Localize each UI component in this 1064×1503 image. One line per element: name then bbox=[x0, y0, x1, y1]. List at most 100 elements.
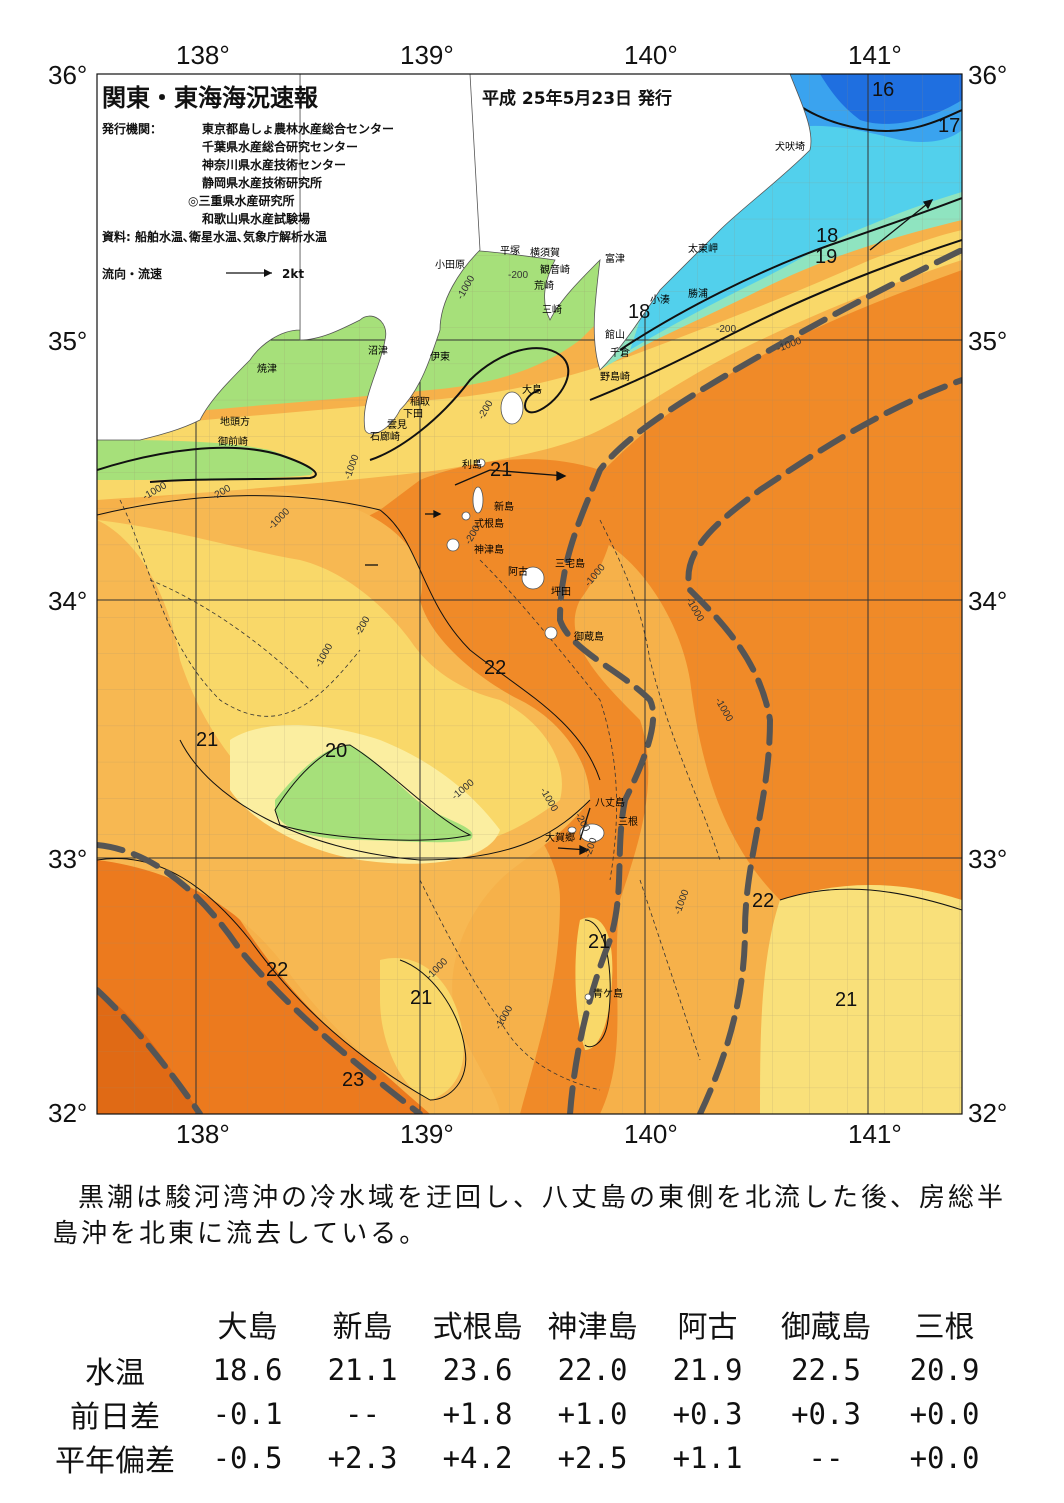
table-cell: -0.1 bbox=[212, 1397, 283, 1431]
land-oshima bbox=[500, 391, 524, 425]
place-label: 焼津 bbox=[257, 363, 277, 375]
column-header: 三根 bbox=[914, 1310, 975, 1345]
table-cell: +1.8 bbox=[442, 1397, 513, 1431]
map-header: 関東・東海海況速報 平成 25年5月23日 発行 発行機関： 東京都島しょ農林水… bbox=[101, 84, 672, 281]
place-label: 館山 bbox=[605, 328, 625, 341]
table-cell: 22.0 bbox=[557, 1353, 628, 1387]
place-label: 野島崎 bbox=[600, 370, 630, 383]
publisher-item: 神奈川県水産技術センター bbox=[202, 157, 346, 172]
column-header: 神津島 bbox=[547, 1310, 638, 1345]
table-cell: +0.0 bbox=[909, 1441, 980, 1475]
land-shikinejima bbox=[461, 511, 471, 521]
place-label: 御前崎 bbox=[218, 435, 248, 448]
publisher-item: 千葉県水産総合研究センター bbox=[202, 139, 358, 154]
table-header-row: 大島 新島 式根島 神津島 阿古 御蔵島 三根 bbox=[40, 1300, 1002, 1348]
data-source: 資料: 船舶水温､衛星水温､気象庁解析水温 bbox=[102, 229, 327, 244]
isotherm-label: 23 bbox=[342, 1069, 364, 1091]
isotherm-label: 17 bbox=[938, 115, 960, 137]
place-label: 式根島 bbox=[474, 517, 504, 530]
place-label: 青ケ島 bbox=[593, 987, 623, 1000]
table-cell: -- bbox=[345, 1397, 380, 1431]
depth-contours bbox=[119, 499, 721, 1091]
column-header: 式根島 bbox=[432, 1310, 523, 1345]
isotherm-label: 21 bbox=[196, 729, 218, 751]
lon-label-bottom: 141° bbox=[848, 1119, 902, 1149]
isotherm-label: 22 bbox=[484, 657, 506, 679]
place-label: 大島 bbox=[522, 383, 542, 396]
column-header: 大島 bbox=[217, 1310, 278, 1345]
land-hachijojima bbox=[579, 823, 605, 843]
place-label: 千倉 bbox=[610, 346, 630, 359]
place-label: 新島 bbox=[494, 500, 514, 513]
publisher-item: 静岡県水産技術研究所 bbox=[202, 175, 322, 190]
lon-label-bottom: 138° bbox=[176, 1119, 230, 1149]
table-cell: +2.5 bbox=[557, 1441, 628, 1475]
lat-label-left: 36° bbox=[48, 60, 87, 90]
land-mikurajima bbox=[544, 626, 558, 640]
table-cell: 23.6 bbox=[442, 1353, 513, 1387]
table-cell: 20.9 bbox=[909, 1353, 980, 1387]
publisher-label: 発行機関： bbox=[101, 121, 162, 136]
place-label: 雲見 bbox=[387, 419, 407, 431]
place-label: 太東岬 bbox=[688, 242, 718, 255]
current-legend-arrow bbox=[226, 269, 272, 277]
summary-text: 黒潮は駿河湾沖の冷水域を迂回し、八丈島の東側を北流した後、房総半島沖を北東に流去… bbox=[52, 1183, 1007, 1249]
lon-label-bottom: 140° bbox=[624, 1119, 678, 1149]
isotherm-label: 19 bbox=[815, 246, 837, 268]
table-cell: +0.0 bbox=[909, 1397, 980, 1431]
lat-label-right: 35° bbox=[968, 326, 1007, 356]
publisher-item: 東京都島しょ農林水産総合センター bbox=[202, 121, 394, 136]
place-label: 三宅島 bbox=[555, 557, 585, 570]
isotherm-labels: 16 17 18 19 18 21 22 21 20 22 21 22 21 2… bbox=[196, 79, 960, 1091]
isotherm-label: 22 bbox=[266, 959, 288, 981]
land-niijima bbox=[472, 486, 484, 514]
table-cell: +0.3 bbox=[791, 1397, 861, 1431]
table-row: 前日差 -0.1 -- +1.8 +1.0 +0.3 +0.3 +0.0 bbox=[40, 1392, 1002, 1436]
situation-summary: 黒潮は駿河湾沖の冷水域を迂回し、八丈島の東側を北流した後、房総半島沖を北東に流去… bbox=[52, 1180, 1012, 1252]
lon-label-top: 138° bbox=[176, 40, 230, 70]
current-arrows bbox=[365, 199, 934, 856]
row-header: 水温 bbox=[85, 1356, 145, 1391]
place-label: 横須賀 bbox=[530, 246, 560, 259]
table-cell: +1.1 bbox=[672, 1441, 743, 1475]
table-cell: 18.6 bbox=[212, 1353, 283, 1387]
place-label: 富津 bbox=[605, 252, 625, 265]
place-label: 下田 bbox=[403, 409, 423, 420]
place-label: 小湊 bbox=[650, 293, 670, 306]
table-cell: 21.9 bbox=[672, 1353, 743, 1387]
lat-label-left: 35° bbox=[48, 326, 87, 356]
place-label: 利島 bbox=[462, 458, 482, 471]
axis-labels: 138° 139° 140° 141° 138° 139° 140° 141° … bbox=[48, 40, 1007, 1149]
table-corner bbox=[40, 1300, 190, 1348]
place-label: 小田原 bbox=[435, 259, 465, 271]
lat-label-left: 34° bbox=[48, 586, 87, 616]
current-legend-value: 2kt bbox=[282, 267, 304, 281]
table-cell: +0.3 bbox=[672, 1397, 743, 1431]
row-header: 前日差 bbox=[70, 1400, 160, 1435]
place-label: 稲取 bbox=[410, 396, 430, 408]
table-cell: 22.5 bbox=[791, 1353, 861, 1387]
table-cell: -- bbox=[808, 1441, 844, 1475]
sea-temperature-map: 犬吠埼 太東岬 勝浦 小湊 富津 館山 千倉 野島崎 横須賀 平塚 小田原 観音… bbox=[48, 40, 1007, 1149]
publisher-item: 和歌山県水産試験場 bbox=[201, 211, 310, 226]
isotherm-label: 21 bbox=[410, 987, 432, 1009]
place-names: 犬吠埼 太東岬 勝浦 小湊 富津 館山 千倉 野島崎 横須賀 平塚 小田原 観音… bbox=[218, 140, 805, 1000]
table-cell: 21.1 bbox=[327, 1353, 398, 1387]
lat-label-right: 32° bbox=[968, 1098, 1007, 1128]
lat-label-left: 32° bbox=[48, 1098, 87, 1128]
place-label: 石廊崎 bbox=[370, 430, 400, 443]
land-hachijo-kojima bbox=[567, 826, 577, 834]
isotherm-label: 22 bbox=[752, 890, 774, 912]
table-cell: +2.3 bbox=[327, 1441, 398, 1475]
lon-label-top: 139° bbox=[400, 40, 454, 70]
place-label: 犬吠埼 bbox=[775, 140, 805, 153]
place-label: 大賀郷 bbox=[545, 831, 575, 844]
land-aogashima bbox=[584, 993, 592, 1001]
depth-label: -200 bbox=[508, 270, 528, 281]
place-label: 三根 bbox=[618, 815, 638, 828]
place-label: 平塚 bbox=[500, 245, 520, 257]
map-frame bbox=[96, 73, 963, 1115]
place-label: 沼津 bbox=[368, 344, 388, 357]
table-cell: +4.2 bbox=[442, 1441, 513, 1475]
place-label: 荒崎 bbox=[534, 279, 554, 292]
